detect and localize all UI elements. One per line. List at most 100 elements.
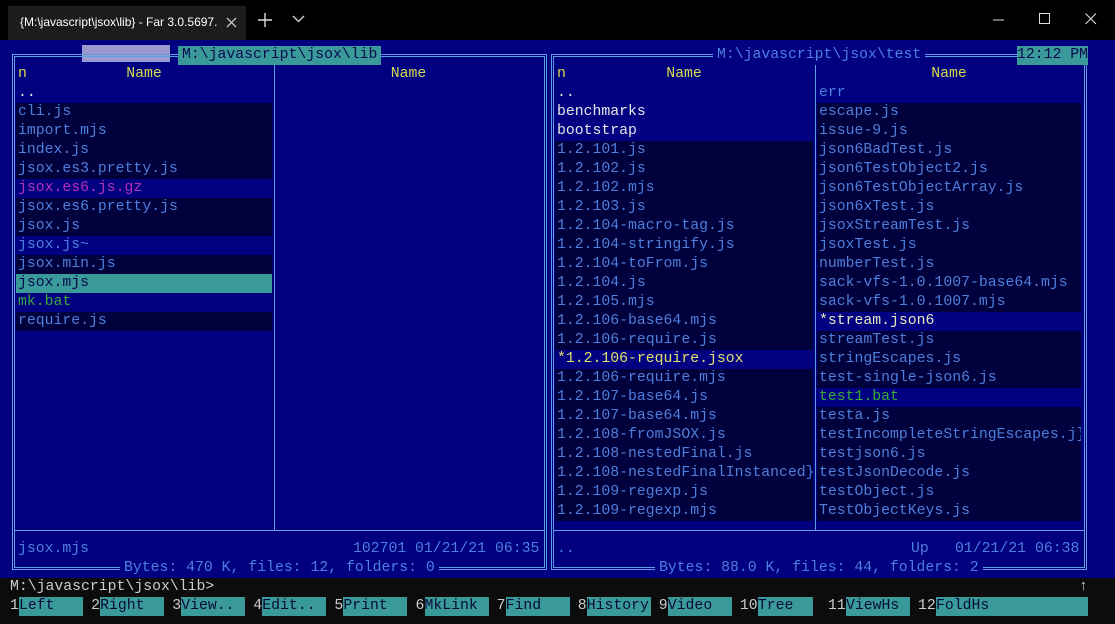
- file-entry[interactable]: 1.2.107-base64.js: [555, 388, 813, 407]
- file-entry[interactable]: ..: [555, 84, 813, 103]
- status-name: ..: [557, 541, 575, 557]
- key-label[interactable]: Right: [100, 597, 165, 616]
- file-entry[interactable]: testIncompleteStringEscapes.j}: [817, 426, 1081, 445]
- file-entry[interactable]: import.mjs: [16, 122, 272, 141]
- file-entry[interactable]: *1.2.106-require.jsox: [555, 350, 813, 369]
- file-entry[interactable]: 1.2.102.mjs: [555, 179, 813, 198]
- file-entry[interactable]: jsox.js: [16, 217, 272, 236]
- file-entry[interactable]: cli.js: [16, 103, 272, 122]
- key-number[interactable]: 4: [253, 598, 263, 614]
- key-label[interactable]: ViewHs: [846, 597, 910, 616]
- file-entry[interactable]: 1.2.109-regexp.mjs: [555, 502, 813, 521]
- file-entry[interactable]: jsox.es6.js.gz: [16, 179, 272, 198]
- key-label[interactable]: Edit..: [262, 597, 327, 616]
- file-entry[interactable]: 1.2.103.js: [555, 198, 813, 217]
- file-entry[interactable]: jsox.mjs: [16, 274, 272, 293]
- column-header: Name: [931, 66, 967, 82]
- key-number[interactable]: 1: [10, 598, 19, 614]
- key-number[interactable]: 9: [658, 598, 668, 614]
- file-entry[interactable]: 1.2.104-stringify.js: [555, 236, 813, 255]
- key-label[interactable]: History: [586, 597, 651, 616]
- file-entry[interactable]: 1.2.104-toFrom.js: [555, 255, 813, 274]
- file-entry[interactable]: jsox.es3.pretty.js: [16, 160, 272, 179]
- file-entry[interactable]: json6TestObjectArray.js: [817, 179, 1081, 198]
- file-entry[interactable]: index.js: [16, 141, 272, 160]
- status-divider: [14, 530, 545, 531]
- close-tab[interactable]: [226, 17, 237, 28]
- file-entry[interactable]: test1.bat: [817, 388, 1081, 407]
- file-entry[interactable]: escape.js: [817, 103, 1081, 122]
- key-label[interactable]: MkLink: [424, 597, 489, 616]
- file-entry[interactable]: sack-vfs-1.0.1007-base64.mjs: [817, 274, 1081, 293]
- close-window[interactable]: [1085, 13, 1097, 25]
- key-number[interactable]: 12: [918, 598, 936, 614]
- key-label[interactable]: Left: [19, 597, 84, 616]
- key-label[interactable]: Find: [505, 597, 570, 616]
- key-number[interactable]: 8: [577, 598, 587, 614]
- file-entry[interactable]: testjson6.js: [817, 445, 1081, 464]
- column-header: Name: [126, 66, 162, 82]
- scroll-marker: ↑: [1079, 579, 1088, 595]
- file-entry[interactable]: jsox.min.js: [16, 255, 272, 274]
- file-entry[interactable]: 1.2.108-nestedFinal.js: [555, 445, 813, 464]
- file-entry[interactable]: testObject.js: [817, 483, 1081, 502]
- key-label[interactable]: Print: [343, 597, 408, 616]
- file-entry[interactable]: 1.2.102.js: [555, 160, 813, 179]
- key-label[interactable]: Tree: [757, 597, 813, 616]
- file-entry[interactable]: 1.2.105.mjs: [555, 293, 813, 312]
- key-number[interactable]: 3: [172, 598, 182, 614]
- file-entry[interactable]: mk.bat: [16, 293, 272, 312]
- file-entry[interactable]: json6xTest.js: [817, 198, 1081, 217]
- file-entry[interactable]: testJsonDecode.js: [817, 464, 1081, 483]
- file-entry[interactable]: stringEscapes.js: [817, 350, 1081, 369]
- file-entry[interactable]: 1.2.108-nestedFinalInstanced}: [555, 464, 813, 483]
- key-number[interactable]: 10: [739, 598, 758, 614]
- file-entry[interactable]: numberTest.js: [817, 255, 1081, 274]
- file-entry[interactable]: 1.2.106-base64.mjs: [555, 312, 813, 331]
- key-label[interactable]: FoldHs: [936, 597, 1088, 616]
- key-number[interactable]: 5: [334, 598, 344, 614]
- tab-title: {M:\javascript\jsox\lib} - Far 3.0.5697.: [20, 15, 218, 29]
- key-label[interactable]: Video: [667, 597, 732, 616]
- status-divider: [553, 530, 1085, 531]
- key-number[interactable]: 11: [828, 598, 846, 614]
- file-entry[interactable]: 1.2.104-macro-tag.js: [555, 217, 813, 236]
- file-entry[interactable]: jsox.es6.pretty.js: [16, 198, 272, 217]
- file-entry[interactable]: 1.2.106-require.js: [555, 331, 813, 350]
- key-number[interactable]: 6: [415, 598, 425, 614]
- key-number[interactable]: 2: [91, 598, 100, 614]
- file-entry[interactable]: testa.js: [817, 407, 1081, 426]
- file-entry[interactable]: 1.2.109-regexp.js: [555, 483, 813, 502]
- file-entry[interactable]: err: [817, 84, 1081, 103]
- minimize[interactable]: [993, 14, 1005, 26]
- file-entry[interactable]: *stream.json6: [817, 312, 1081, 331]
- file-entry[interactable]: 1.2.101.js: [555, 141, 813, 160]
- command-prompt[interactable]: M:\javascript\jsox\lib>: [10, 579, 215, 595]
- tab-dropdown[interactable]: [292, 15, 305, 23]
- file-entry[interactable]: jsoxTest.js: [817, 236, 1081, 255]
- file-entry[interactable]: streamTest.js: [817, 331, 1081, 350]
- file-entry[interactable]: 1.2.104.js: [555, 274, 813, 293]
- sort-indicator: n: [557, 66, 566, 82]
- clock: 12:12 PM: [1017, 46, 1089, 65]
- file-entry[interactable]: benchmarks: [555, 103, 813, 122]
- key-label[interactable]: View..: [181, 597, 246, 616]
- maximize[interactable]: [1039, 13, 1051, 25]
- file-entry[interactable]: ..: [16, 84, 272, 103]
- file-entry[interactable]: issue-9.js: [817, 122, 1081, 141]
- file-entry[interactable]: 1.2.106-require.mjs: [555, 369, 813, 388]
- tab[interactable]: {M:\javascript\jsox\lib} - Far 3.0.5697.: [8, 6, 246, 40]
- file-entry[interactable]: bootstrap: [555, 122, 813, 141]
- file-entry[interactable]: jsox.js~: [16, 236, 272, 255]
- file-entry[interactable]: sack-vfs-1.0.1007.mjs: [817, 293, 1081, 312]
- file-entry[interactable]: test-single-json6.js: [817, 369, 1081, 388]
- file-entry[interactable]: require.js: [16, 312, 272, 331]
- file-entry[interactable]: 1.2.107-base64.mjs: [555, 407, 813, 426]
- key-number[interactable]: 7: [496, 598, 506, 614]
- file-entry[interactable]: json6BadTest.js: [817, 141, 1081, 160]
- file-entry[interactable]: json6TestObject2.js: [817, 160, 1081, 179]
- file-entry[interactable]: jsoxStreamTest.js: [817, 217, 1081, 236]
- new-tab[interactable]: [258, 13, 272, 27]
- file-entry[interactable]: 1.2.108-fromJSOX.js: [555, 426, 813, 445]
- file-entry[interactable]: TestObjectKeys.js: [817, 502, 1081, 521]
